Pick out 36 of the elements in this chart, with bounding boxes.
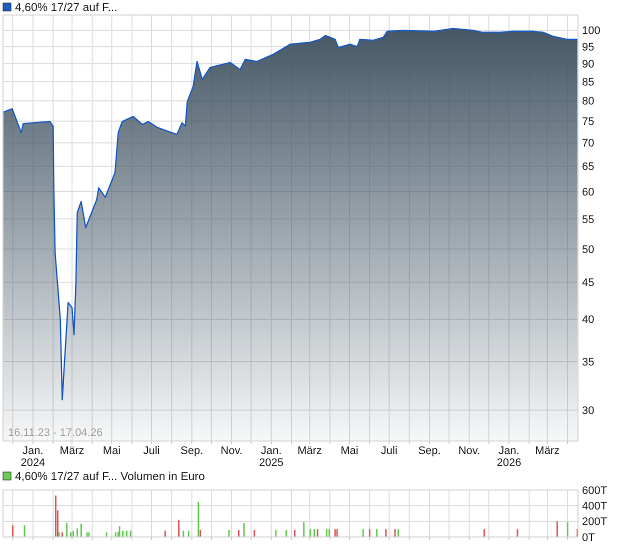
x-tick-label: März xyxy=(297,445,322,457)
x-tick-label: Mai xyxy=(340,445,358,457)
y-tick-label: 0T xyxy=(582,532,596,544)
y-tick-label: 90 xyxy=(582,58,594,70)
y-tick-label: 30 xyxy=(582,404,594,417)
x-tick-label: Mai xyxy=(102,445,121,457)
y-tick-label: 100 xyxy=(582,25,600,38)
x-tick-label: Juli xyxy=(143,445,160,457)
y-tick-label: 55 xyxy=(582,214,594,226)
y-tick-label: 65 xyxy=(582,161,594,174)
x-tick-label: Sep. xyxy=(180,445,204,457)
x-tick-label: Jan. 2026 xyxy=(496,445,522,469)
y-tick-label: 50 xyxy=(582,244,594,256)
y-tick-label: 80 xyxy=(582,96,594,108)
y-tick-label: 70 xyxy=(582,138,594,150)
annotation: 16.11.23 - 17.04.26 xyxy=(8,427,103,439)
y-tick-label: 45 xyxy=(582,277,594,290)
x-tick-label: Nov. xyxy=(458,445,480,457)
chart-title: 4,60% 17/27 auf F... Volumen in Euro xyxy=(15,471,205,483)
x-tick-label: März xyxy=(60,445,84,457)
y-tick-label: 85 xyxy=(582,76,594,88)
y-tick-label: 600T xyxy=(582,484,608,497)
x-tick-label: Jan. 2024 xyxy=(20,445,46,469)
x-tick-label: Jan. 2025 xyxy=(259,445,284,469)
x-tick-label: Nov. xyxy=(220,445,242,457)
y-tick-label: 75 xyxy=(582,116,594,128)
y-tick-label: 35 xyxy=(582,356,594,368)
y-tick-label: 95 xyxy=(582,41,594,54)
y-tick-label: 40 xyxy=(582,314,594,326)
x-tick-label: Juli xyxy=(380,445,398,457)
x-tick-label: März xyxy=(535,445,560,457)
x-tick-label: Sep. xyxy=(418,445,441,457)
chart-title: 4,60% 17/27 auf F... xyxy=(15,2,118,14)
y-tick-label: 60 xyxy=(582,186,594,198)
y-tick-label: 200T xyxy=(582,516,608,528)
y-tick-label: 400T xyxy=(582,500,608,513)
